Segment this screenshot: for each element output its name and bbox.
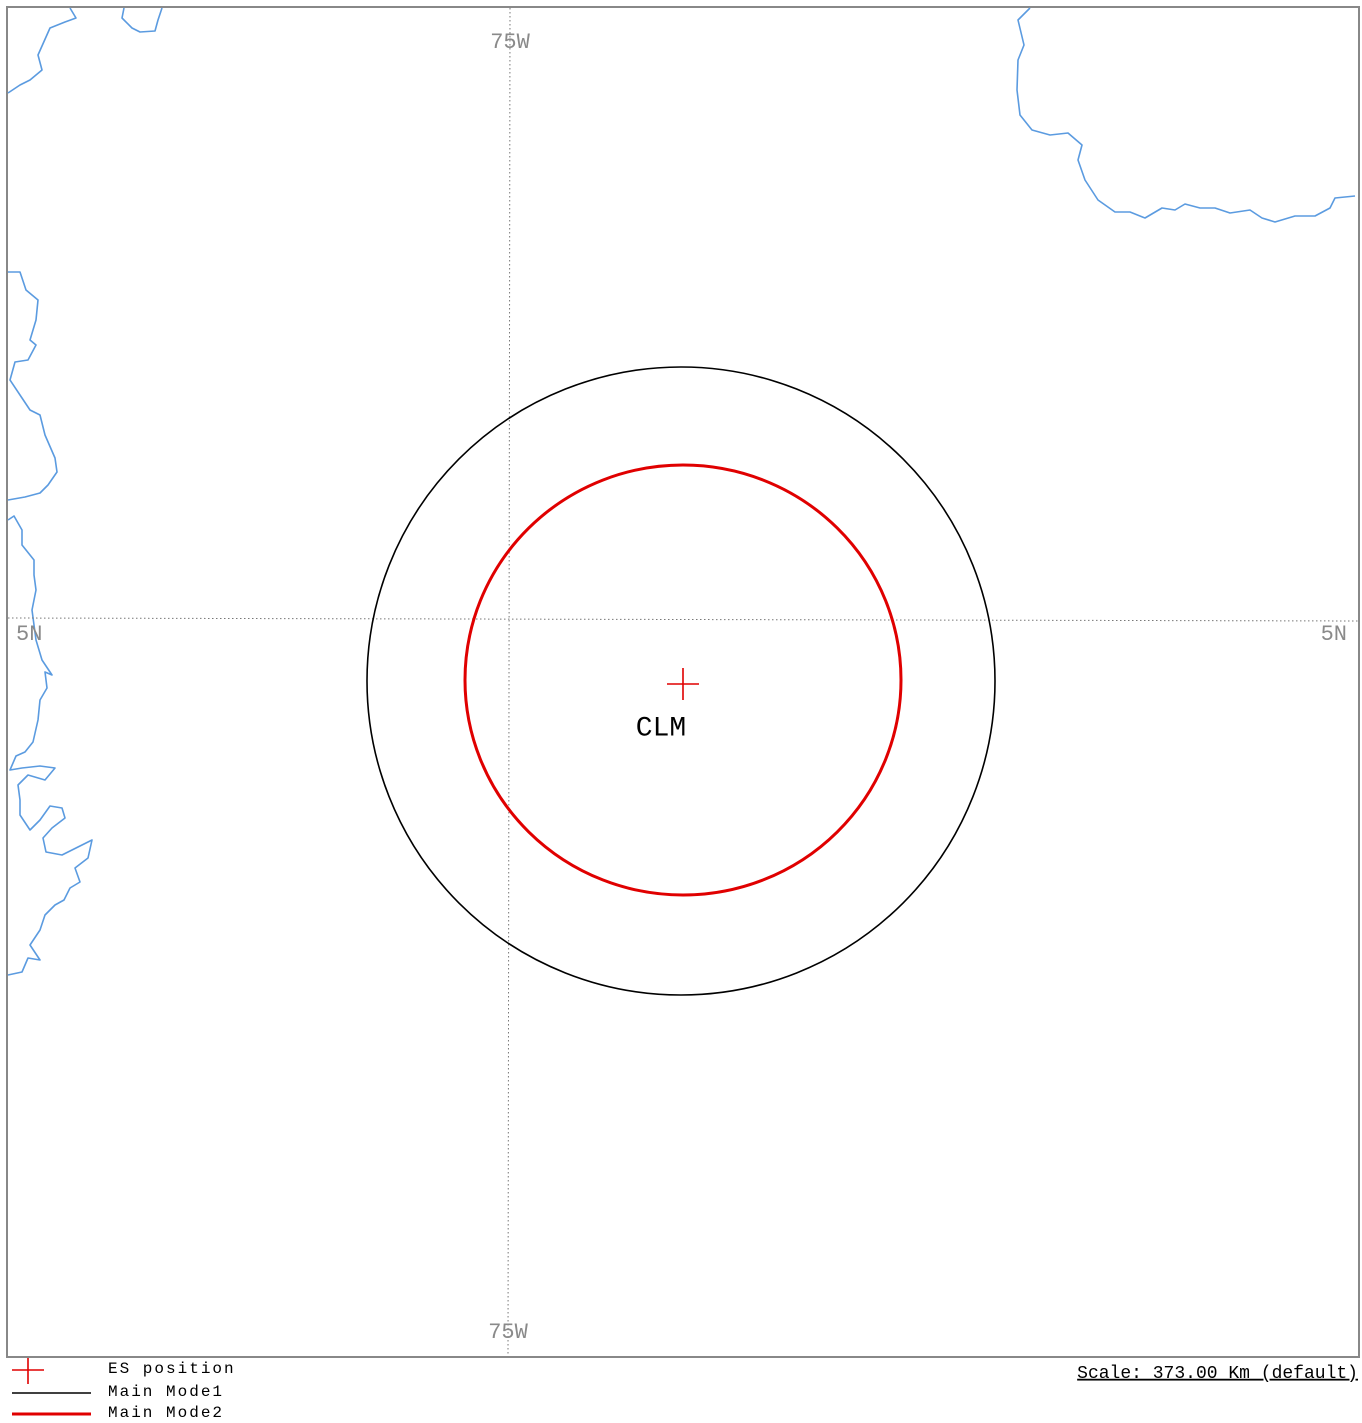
station-label: CLM bbox=[636, 713, 686, 744]
legend-label: Main Mode1 bbox=[108, 1383, 224, 1401]
main-mode1-contour bbox=[366, 366, 996, 996]
coastline bbox=[121, 7, 163, 33]
es-position-marker bbox=[667, 668, 699, 700]
coastline bbox=[7, 271, 58, 501]
parallel-label: 5N bbox=[16, 622, 42, 647]
meridian-label: 75W bbox=[488, 1320, 528, 1345]
scale-label: Scale: 373.00 Km (default) bbox=[1077, 1364, 1358, 1384]
main-mode2-contour bbox=[463, 463, 903, 897]
meridian-line bbox=[507, 7, 511, 1357]
legend-cross bbox=[12, 1358, 44, 1384]
parallel-line bbox=[7, 617, 1359, 622]
legend-label: Main Mode2 bbox=[108, 1404, 224, 1422]
coastline bbox=[7, 515, 93, 976]
parallel-label: 5N bbox=[1321, 622, 1347, 647]
meridian-label: 75W bbox=[490, 30, 530, 55]
coastline bbox=[7, 7, 77, 94]
legend-label: ES position bbox=[108, 1360, 236, 1378]
coastline bbox=[1016, 7, 1356, 223]
